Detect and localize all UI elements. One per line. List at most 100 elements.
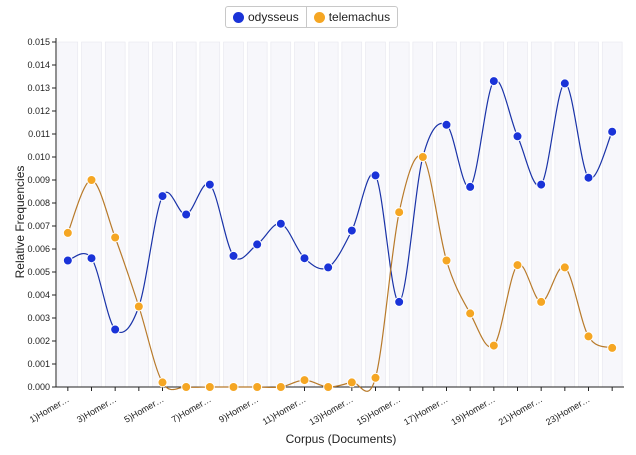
- series-line-telemachus: [67, 154, 613, 392]
- x-tick-label: 15)Homer…: [355, 394, 402, 427]
- grid-band: [152, 41, 173, 388]
- y-tick-label: 0.014: [27, 60, 50, 70]
- data-point-odysseus[interactable]: [323, 262, 334, 273]
- series-line-odysseus: [67, 79, 613, 334]
- y-tick-label: 0.006: [27, 244, 50, 254]
- x-axis-title: Corpus (Documents): [286, 432, 397, 446]
- data-point-telemachus[interactable]: [583, 331, 594, 342]
- grid-band: [341, 41, 363, 388]
- y-tick-label: 0.004: [27, 290, 50, 300]
- y-axis-title: Relative Frequencies: [13, 166, 27, 279]
- data-point-telemachus[interactable]: [488, 340, 499, 351]
- data-point-telemachus[interactable]: [299, 375, 310, 386]
- data-point-odysseus[interactable]: [275, 218, 286, 229]
- data-point-telemachus[interactable]: [157, 377, 168, 388]
- data-point-odysseus[interactable]: [465, 181, 476, 192]
- data-point-telemachus[interactable]: [394, 207, 405, 218]
- grid-band: [459, 41, 481, 388]
- data-point-odysseus[interactable]: [157, 191, 168, 202]
- y-tick-label: 0.011: [28, 129, 50, 139]
- legend-item-telemachus[interactable]: telemachus: [305, 7, 397, 27]
- y-tick-label: 0.007: [27, 221, 50, 231]
- data-point-odysseus[interactable]: [559, 78, 570, 89]
- grid-band: [530, 41, 552, 388]
- y-tick-label: 0.003: [27, 313, 50, 323]
- data-point-odysseus[interactable]: [86, 253, 97, 264]
- y-tick-label: 0.013: [27, 83, 50, 93]
- data-point-telemachus[interactable]: [607, 342, 618, 353]
- series-points: [62, 76, 618, 392]
- data-point-telemachus[interactable]: [417, 152, 428, 162]
- data-point-odysseus[interactable]: [488, 76, 499, 87]
- data-point-odysseus[interactable]: [346, 225, 357, 236]
- y-tick-label: 0.001: [27, 359, 50, 369]
- data-point-telemachus[interactable]: [323, 382, 334, 392]
- data-point-telemachus[interactable]: [441, 255, 452, 266]
- grid-band: [199, 41, 221, 388]
- grid-band: [317, 41, 339, 388]
- data-point-telemachus[interactable]: [275, 382, 286, 392]
- data-point-odysseus[interactable]: [607, 126, 618, 137]
- y-tick-label: 0.015: [27, 37, 50, 47]
- x-tick-label: 13)Homer…: [307, 394, 354, 427]
- y-tick-label: 0.008: [27, 198, 50, 208]
- x-tick-label: 11)Homer…: [261, 394, 308, 427]
- data-point-odysseus[interactable]: [62, 255, 73, 266]
- x-tick-label: 23)Homer…: [544, 394, 591, 427]
- data-point-telemachus[interactable]: [512, 260, 523, 271]
- x-tick-label: 9)Homer…: [217, 394, 260, 425]
- data-point-telemachus[interactable]: [110, 232, 121, 243]
- chart-legend: odysseus telemachus: [225, 6, 399, 28]
- y-tick-label: 0.000: [27, 382, 50, 392]
- legend-label-odysseus: odysseus: [248, 10, 299, 24]
- grid-band: [507, 41, 528, 388]
- data-point-odysseus[interactable]: [394, 296, 405, 307]
- data-point-odysseus[interactable]: [181, 209, 192, 220]
- data-point-telemachus[interactable]: [204, 382, 215, 392]
- data-point-telemachus[interactable]: [370, 372, 381, 383]
- data-point-telemachus[interactable]: [536, 296, 547, 307]
- x-tick-label: 19)Homer…: [449, 394, 496, 427]
- grid-band: [223, 41, 244, 388]
- grid-band: [270, 41, 292, 388]
- data-point-telemachus[interactable]: [252, 382, 263, 392]
- grid-band: [246, 41, 268, 388]
- data-point-telemachus[interactable]: [62, 227, 73, 238]
- grid-band: [601, 41, 623, 388]
- data-point-telemachus[interactable]: [181, 382, 192, 392]
- legend-item-odysseus[interactable]: odysseus: [226, 7, 306, 27]
- grid-band: [294, 41, 315, 388]
- legend-marker-odysseus: [233, 11, 244, 23]
- y-tick-label: 0.002: [27, 336, 50, 346]
- data-point-odysseus[interactable]: [252, 239, 263, 250]
- grid-band: [128, 41, 150, 388]
- data-point-telemachus[interactable]: [465, 308, 476, 319]
- grid-band: [81, 41, 102, 388]
- x-tick-label: 5)Homer…: [122, 394, 165, 425]
- legend-label-telemachus: telemachus: [328, 10, 391, 24]
- x-tick-label: 21)Homer…: [497, 394, 544, 427]
- data-point-telemachus[interactable]: [228, 382, 239, 392]
- data-point-odysseus[interactable]: [370, 170, 381, 181]
- data-point-odysseus[interactable]: [441, 119, 452, 130]
- y-tick-label: 0.012: [27, 106, 50, 116]
- background-bands: [57, 41, 623, 388]
- data-point-odysseus[interactable]: [536, 179, 547, 190]
- x-tick-label: 17)Homer…: [402, 394, 449, 427]
- grid-band: [436, 41, 457, 388]
- data-point-odysseus[interactable]: [204, 179, 215, 190]
- x-tick-label: 3)Homer…: [75, 394, 118, 425]
- data-point-telemachus[interactable]: [346, 377, 357, 388]
- data-point-odysseus[interactable]: [110, 324, 121, 335]
- x-tick-label: 7)Homer…: [170, 394, 213, 425]
- data-point-telemachus[interactable]: [559, 262, 570, 273]
- data-point-telemachus[interactable]: [86, 175, 97, 185]
- data-point-odysseus[interactable]: [583, 172, 594, 183]
- data-point-telemachus[interactable]: [133, 301, 144, 312]
- legend-marker-telemachus: [313, 11, 325, 23]
- x-tick-label: 1)Homer…: [28, 394, 71, 425]
- data-point-odysseus[interactable]: [299, 253, 310, 264]
- data-point-odysseus[interactable]: [228, 250, 239, 261]
- data-point-odysseus[interactable]: [512, 131, 523, 142]
